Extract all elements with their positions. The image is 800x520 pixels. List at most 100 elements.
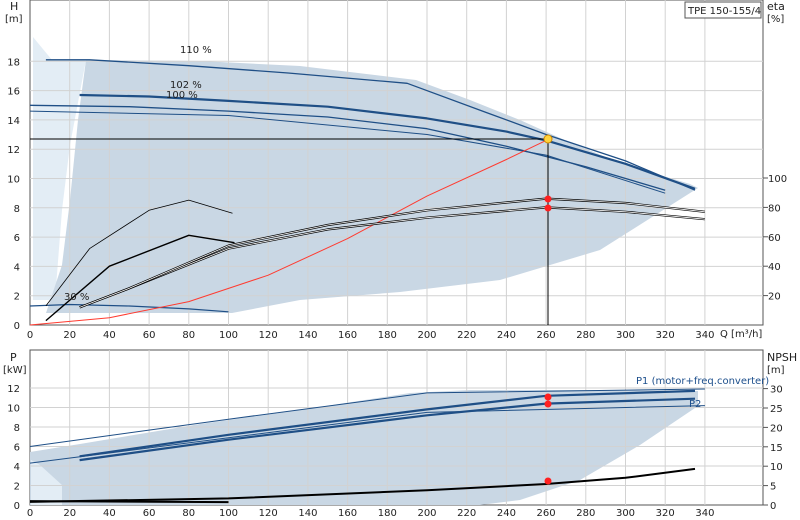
bottom-left-axis-label: P [10, 351, 17, 364]
bottom-right-tick-label: 25 [770, 404, 783, 415]
top-left-tick-label: 16 [7, 87, 20, 98]
bottom-right-tick-label: 20 [770, 423, 783, 434]
bottom-right-tick-label: 30 [770, 385, 783, 396]
top-left-tick-label: 14 [7, 116, 20, 127]
bottom-x-tick-label: 280 [576, 508, 595, 519]
bottom-right-ticks: 0 5 10 15 20 25 30 [763, 385, 783, 512]
bottom-x-tick-label: 300 [616, 508, 635, 519]
duty-point-marker [543, 134, 553, 144]
top-right-axis-unit: [%] [767, 14, 784, 25]
top-x-tick-label: 300 [616, 330, 635, 341]
top-right-ticks: 20 40 60 80 100 [763, 174, 787, 303]
bottom-light-band [31, 460, 62, 505]
top-operating-area [46, 60, 698, 313]
top-light-band [33, 37, 86, 300]
top-right-axis: eta [%] 20 40 60 80 100 [763, 0, 787, 303]
top-series-line [29, 303, 229, 313]
top-grid [30, 0, 763, 325]
top-series-line-inner [79, 198, 705, 308]
bottom-operating-area [30, 390, 698, 505]
top-left-tick-label: 10 [7, 175, 20, 186]
bottom-left-tick-label: 4 [14, 462, 20, 473]
top-x-tick-label: 0 [27, 330, 33, 341]
top-left-tick-label: 2 [14, 292, 20, 303]
top-x-tick-label: 340 [695, 330, 714, 341]
top-right-tick-label: 100 [768, 174, 787, 185]
bottom-left-tick-label: 2 [14, 482, 20, 493]
top-x-tick-label: 80 [182, 330, 195, 341]
bottom-x-tick-label: 0 [27, 508, 33, 519]
operating-point-eta-high [544, 195, 552, 203]
top-x-tick-label: 120 [259, 330, 278, 341]
bottom-x-tick-label: 120 [259, 508, 278, 519]
bottom-right-tick-label: 0 [770, 501, 776, 512]
top-left-tick-label: 12 [7, 145, 20, 156]
top-series-line [45, 59, 696, 191]
bottom-panel: P [kW] 0 2 4 6 8 10 12 NPSH [m] 0 5 10 15 20 25 30 0… [3, 349, 797, 519]
top-curves [29, 59, 706, 326]
bottom-x-tick-label: 320 [656, 508, 675, 519]
bottom-left-tick-label: 0 [14, 501, 20, 512]
bottom-x-tick-label: 200 [417, 508, 436, 519]
bottom-left-axis: P [kW] 0 2 4 6 8 10 12 [3, 351, 27, 512]
top-left-tick-label: 18 [7, 57, 20, 68]
bottom-series-line [29, 467, 696, 503]
bottom-left-tick-label: 6 [14, 443, 20, 454]
bottom-curves [29, 388, 705, 504]
top-left-axis: H [m] 0 2 4 6 8 10 12 14 16 18 [5, 0, 23, 332]
bottom-right-axis: NPSH [m] 0 5 10 15 20 25 30 [763, 351, 797, 512]
bottom-left-tick-label: 12 [7, 384, 20, 395]
top-x-tick-label: 20 [63, 330, 76, 341]
top-left-axis-unit: [m] [5, 14, 23, 25]
top-x-axis-label: Q [m³/h] [720, 329, 762, 340]
top-series-line [29, 139, 547, 326]
curve-label-100: 100 % [166, 90, 198, 101]
top-series-line [45, 199, 233, 307]
top-right-axis-label: eta [767, 0, 785, 13]
bottom-x-tick-label: 160 [338, 508, 357, 519]
top-x-tick-label: 100 [219, 330, 238, 341]
bottom-x-tick-label: 20 [63, 508, 76, 519]
bottom-left-ticks: 0 2 4 6 8 10 12 [7, 384, 20, 512]
top-left-ticks: 0 2 4 6 8 10 12 14 16 18 [7, 57, 20, 332]
bottom-left-tick-label: 10 [7, 404, 20, 415]
top-x-tick-label: 140 [298, 330, 317, 341]
bottom-x-ticks: 0 20 40 60 80 100 120 140 160 180 200 220 240 260 280 3… [27, 508, 715, 519]
curve-label-102: 102 % [170, 80, 202, 91]
top-x-tick-label: 320 [656, 330, 675, 341]
bottom-left-axis-unit: [kW] [3, 365, 27, 376]
top-x-tick-label: 240 [497, 330, 516, 341]
bottom-x-tick-label: 140 [298, 508, 317, 519]
top-left-tick-label: 4 [14, 262, 20, 273]
top-left-axis-label: H [10, 0, 18, 13]
top-x-tick-label: 40 [103, 330, 116, 341]
bottom-right-tick-label: 10 [770, 462, 783, 473]
bottom-series-line [29, 405, 705, 464]
operating-point-npsh [544, 477, 552, 485]
bottom-x-tick-label: 40 [103, 508, 116, 519]
top-x-ticks: 0 20 40 60 80 100 120 140 160 180 200 220 240 260 280 3… [27, 330, 715, 341]
top-x-tick-label: 160 [338, 330, 357, 341]
top-left-tick-label: 6 [14, 233, 20, 244]
operating-point-p2 [544, 400, 552, 408]
operating-point-p1 [544, 393, 552, 401]
bottom-x-tick-label: 80 [182, 508, 195, 519]
bottom-x-tick-label: 100 [219, 508, 238, 519]
top-x-tick-label: 220 [457, 330, 476, 341]
top-x-tick-label: 60 [143, 330, 156, 341]
bottom-x-tick-label: 340 [695, 508, 714, 519]
p1-series-label: P1 (motor+freq.converter) [636, 376, 769, 387]
top-series-line [45, 234, 235, 322]
bottom-right-axis-unit: [m] [767, 365, 785, 376]
bottom-right-tick-label: 5 [770, 482, 776, 493]
top-right-tick-label: 60 [768, 233, 781, 244]
bottom-x-tick-label: 260 [537, 508, 556, 519]
bottom-right-tick-label: 15 [770, 443, 783, 454]
top-x-tick-label: 200 [417, 330, 436, 341]
model-label: TPE 150-155/4 [687, 6, 761, 17]
operating-point-eta-low [544, 204, 552, 212]
bottom-left-tick-label: 8 [14, 423, 20, 434]
top-left-tick-label: 0 [14, 321, 20, 332]
model-label-box [684, 1, 762, 19]
